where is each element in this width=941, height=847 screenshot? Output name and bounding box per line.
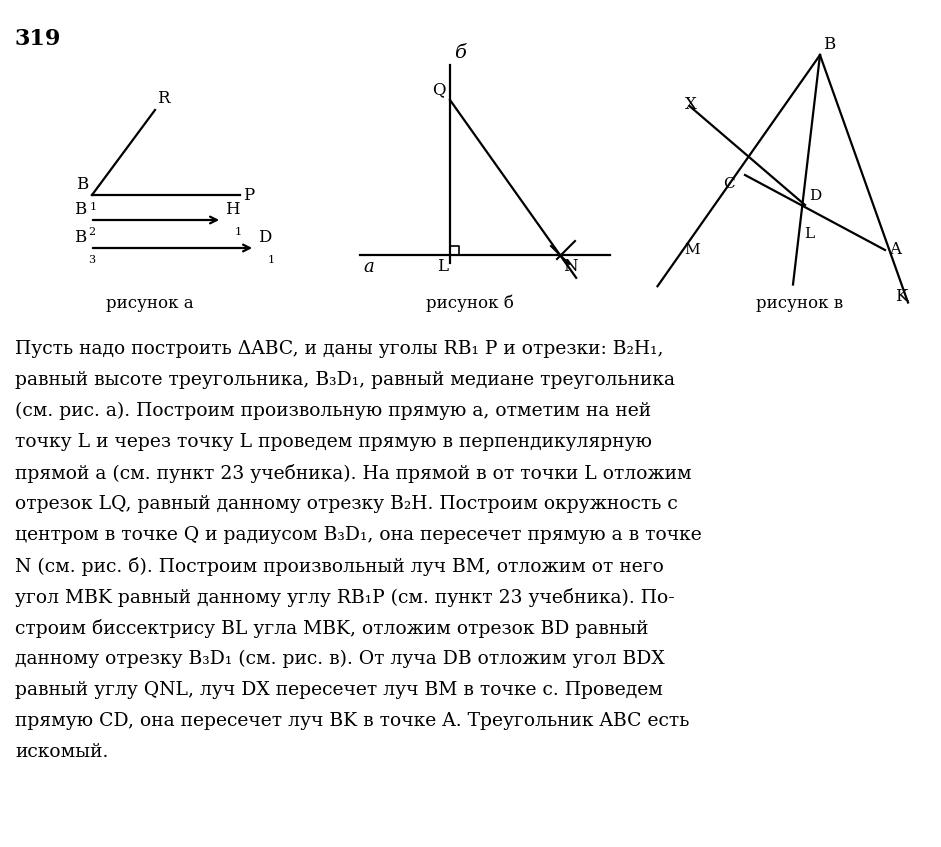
Text: Пусть надо построить ΔABC, и даны уголы RB₁ P и отрезки: B₂H₁,: Пусть надо построить ΔABC, и даны уголы … (15, 340, 663, 358)
Text: центром в точке Q и радиусом B₃D₁, она пересечет прямую a в точке: центром в точке Q и радиусом B₃D₁, она п… (15, 526, 702, 544)
Text: A: A (889, 241, 901, 258)
Text: L: L (804, 227, 814, 241)
Text: B: B (73, 229, 86, 246)
Text: H: H (225, 201, 240, 218)
Text: угол MBK равный данному углу RB₁P (см. пункт 23 учебника). По-: угол MBK равный данному углу RB₁P (см. п… (15, 588, 675, 607)
Text: P: P (243, 186, 254, 203)
Text: C: C (724, 177, 735, 191)
Text: 3: 3 (88, 255, 95, 265)
Text: б: б (454, 44, 466, 62)
Text: 1: 1 (90, 202, 97, 212)
Text: B: B (823, 36, 836, 53)
Text: K: K (895, 288, 907, 305)
Text: a: a (363, 258, 374, 276)
Text: X: X (685, 96, 697, 113)
Text: 319: 319 (15, 28, 61, 50)
Text: данному отрезку B₃D₁ (см. рис. в). От луча DB отложим угол BDX: данному отрезку B₃D₁ (см. рис. в). От лу… (15, 650, 664, 668)
Text: прямую CD, она пересечет луч BK в точке A. Треугольник ABC есть: прямую CD, она пересечет луч BK в точке … (15, 712, 690, 730)
Text: N: N (563, 258, 578, 275)
Text: B: B (73, 201, 86, 218)
Text: строим биссектрису BL угла MBK, отложим отрезок BD равный: строим биссектрису BL угла MBK, отложим … (15, 619, 648, 638)
Text: R: R (157, 90, 169, 107)
Text: (см. рис. а). Построим произвольную прямую a, отметим на ней: (см. рис. а). Построим произвольную прям… (15, 402, 651, 420)
Text: D: D (258, 229, 271, 246)
Text: D: D (809, 189, 821, 203)
Text: Q: Q (433, 81, 446, 98)
Text: 1: 1 (235, 227, 242, 237)
Text: M: M (684, 243, 700, 257)
Text: N (см. рис. б). Построим произвольный луч BM, отложим от него: N (см. рис. б). Построим произвольный лу… (15, 557, 663, 576)
Text: L: L (437, 258, 448, 275)
Text: равный углу QNL, луч DX пересечет луч BM в точке c. Проведем: равный углу QNL, луч DX пересечет луч BM… (15, 681, 662, 699)
Text: точку L и через точку L проведем прямую в перпендикулярную: точку L и через точку L проведем прямую … (15, 433, 652, 451)
Text: 1: 1 (268, 255, 275, 265)
Text: рисунок в: рисунок в (757, 295, 844, 312)
Text: прямой a (см. пункт 23 учебника). На прямой в от точки L отложим: прямой a (см. пункт 23 учебника). На пря… (15, 464, 692, 483)
Text: рисунок а: рисунок а (106, 295, 194, 312)
Text: искомый.: искомый. (15, 743, 108, 761)
Text: рисунок б: рисунок б (426, 295, 514, 313)
Text: отрезок LQ, равный данному отрезку B₂H. Построим окружность с: отрезок LQ, равный данному отрезку B₂H. … (15, 495, 678, 513)
Text: 2: 2 (88, 227, 95, 237)
Text: B: B (75, 176, 88, 193)
Text: равный высоте треугольника, B₃D₁, равный медиане треугольника: равный высоте треугольника, B₃D₁, равный… (15, 371, 675, 389)
